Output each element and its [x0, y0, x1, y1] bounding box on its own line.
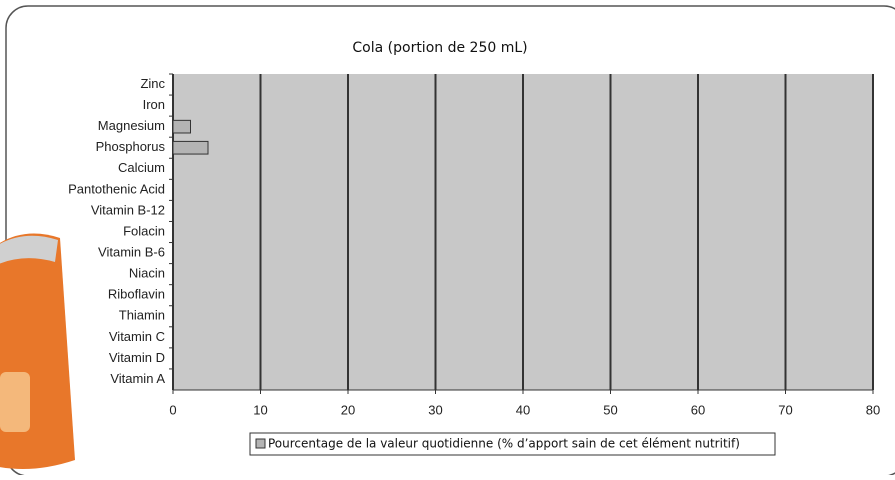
x-tick-label: 20	[341, 402, 355, 417]
bar	[173, 120, 191, 133]
x-tick-label: 40	[516, 402, 530, 417]
chart: Cola (portion de 250 mL) 0 10 20 30 40 50 60 70…	[0, 0, 895, 475]
x-tick-label: 50	[603, 402, 617, 417]
y-tick-label: Niacin	[129, 266, 165, 281]
y-tick-label: Magnesium	[98, 118, 165, 133]
x-tick-label: 10	[253, 402, 267, 417]
bar	[173, 141, 208, 154]
y-tick-label: Zinc	[140, 76, 165, 91]
x-tick-label: 0	[169, 402, 176, 417]
y-tick-label: Iron	[143, 97, 165, 112]
legend-label: Pourcentage de la valeur quotidienne (% …	[268, 437, 740, 451]
y-tick-label: Vitamin B-6	[98, 245, 165, 260]
x-tick-label: 60	[691, 402, 705, 417]
y-tick-label: Vitamin B-12	[91, 202, 165, 217]
legend-swatch	[256, 439, 265, 448]
chart-title: Cola (portion de 250 mL)	[352, 40, 527, 56]
y-tick-label: Vitamin C	[109, 329, 165, 344]
y-tick-label: Folacin	[123, 223, 165, 238]
y-tick-label: Vitamin A	[110, 371, 165, 386]
y-tick-label: Pantothenic Acid	[68, 181, 165, 196]
y-tick-label: Phosphorus	[96, 139, 166, 154]
y-tick-label: Calcium	[118, 160, 165, 175]
legend: Pourcentage de la valeur quotidienne (% …	[250, 433, 775, 455]
y-tick-label: Thiamin	[119, 308, 165, 323]
x-tick-label: 80	[866, 402, 880, 417]
x-tick-label: 70	[778, 402, 792, 417]
x-tick-label: 30	[428, 402, 442, 417]
y-tick-label: Riboflavin	[108, 287, 165, 302]
y-tick-label: Vitamin D	[109, 350, 165, 365]
